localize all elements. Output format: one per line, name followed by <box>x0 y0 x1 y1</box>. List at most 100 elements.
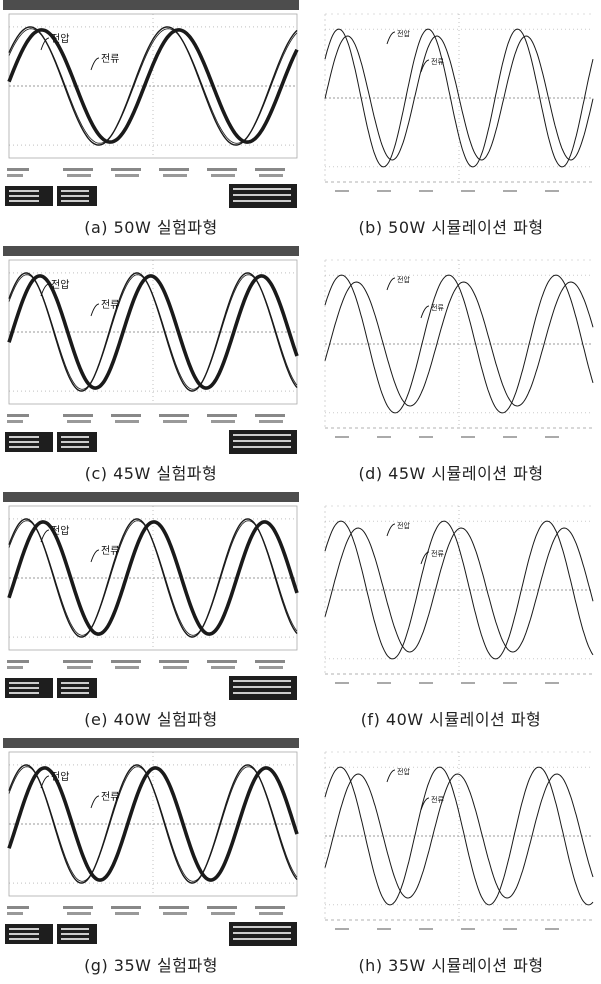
scope-measurements <box>7 906 285 915</box>
measure-text <box>207 906 237 909</box>
measure-text <box>255 660 285 663</box>
scope-measurements <box>7 660 285 669</box>
footer-text <box>61 692 89 694</box>
measure-value <box>163 912 187 915</box>
measure-text <box>159 414 189 417</box>
current-wave <box>7 28 299 144</box>
footer-text <box>9 687 39 689</box>
measure-value <box>67 666 91 669</box>
voltage-wave <box>8 764 298 884</box>
footer-text <box>61 928 89 930</box>
measure-text <box>63 414 93 417</box>
current-leader <box>420 305 430 319</box>
voltage-wave <box>8 518 298 638</box>
waveform-panel-g: 전압 전류 <box>3 738 299 948</box>
footer-text <box>61 436 89 438</box>
scope-header <box>3 0 299 10</box>
waveform-panel-c: 전압 전류 <box>3 246 299 456</box>
footer-text <box>9 692 39 694</box>
waveform-panel-a: 전압 전류 <box>3 0 299 210</box>
measure-text <box>207 414 237 417</box>
scope-measurements <box>7 414 285 423</box>
voltage-label: 전압 <box>51 32 69 45</box>
caption-g: (g) 35W 실험파형 <box>84 956 218 975</box>
axis-tick-label <box>419 682 433 684</box>
footer-text <box>9 195 39 197</box>
axis-tick-label <box>503 928 517 930</box>
measure-text <box>255 906 285 909</box>
axis-tick-label <box>377 682 391 684</box>
measure-text <box>207 168 237 171</box>
current-leader <box>90 795 100 809</box>
caption-d: (d) 45W 시뮬레이션 파형 <box>358 464 544 483</box>
measure-value <box>163 420 187 423</box>
grid <box>325 752 593 920</box>
measure-value <box>67 912 91 915</box>
measure-label <box>7 420 23 423</box>
measure-value <box>259 666 283 669</box>
footer-text <box>233 194 291 196</box>
measure-value <box>211 912 235 915</box>
caption-e: (e) 40W 실험파형 <box>84 710 218 729</box>
current-label: 전류 <box>431 303 444 312</box>
axis-tick-label <box>461 190 475 192</box>
voltage-leader <box>40 283 50 297</box>
current-label: 전류 <box>431 795 444 804</box>
measure-text <box>111 168 141 171</box>
footer-text <box>9 938 39 940</box>
measure-label <box>7 168 29 171</box>
current-leader <box>90 57 100 71</box>
voltage-label: 전압 <box>51 524 69 537</box>
scope-header <box>3 738 299 748</box>
grid <box>325 506 593 674</box>
axis-tick-label <box>335 190 349 192</box>
measure-value <box>163 174 187 177</box>
current-leader <box>90 303 100 317</box>
footer-text <box>233 200 291 202</box>
measure-text <box>111 660 141 663</box>
voltage-wave <box>324 274 594 414</box>
measure-label <box>7 906 29 909</box>
measure-value <box>259 420 283 423</box>
measure-text <box>63 168 93 171</box>
measure-text <box>255 168 285 171</box>
current-wave <box>7 766 299 882</box>
waveform-panel-d: 전압 전류 <box>303 246 599 456</box>
current-label: 전류 <box>101 299 119 311</box>
voltage-wave <box>324 766 594 906</box>
footer-text <box>233 440 291 442</box>
axis-tick-label <box>545 436 559 438</box>
caption-b: (b) 50W 시뮬레이션 파형 <box>358 218 544 237</box>
current-wave <box>324 281 594 407</box>
current-wave <box>7 520 299 636</box>
footer-text <box>9 200 39 202</box>
footer-text <box>233 446 291 448</box>
voltage-leader <box>386 769 396 783</box>
voltage-leader <box>386 523 396 537</box>
measure-value <box>115 174 139 177</box>
caption-f: (f) 40W 시뮬레이션 파형 <box>360 710 542 729</box>
waveform-panel-b: 전압 전류 <box>303 0 599 210</box>
footer-text <box>61 200 89 202</box>
axis-tick-label <box>545 190 559 192</box>
footer-text <box>61 446 89 448</box>
voltage-label: 전압 <box>51 770 69 783</box>
measure-text <box>63 906 93 909</box>
footer-text <box>233 680 291 682</box>
measure-value <box>115 912 139 915</box>
measure-value <box>211 420 235 423</box>
measure-text <box>159 660 189 663</box>
axis-tick-label <box>503 682 517 684</box>
axis-tick-label <box>545 682 559 684</box>
axis-tick-label <box>545 928 559 930</box>
footer-text <box>233 932 291 934</box>
axis-tick-label <box>377 928 391 930</box>
voltage-leader <box>40 529 50 543</box>
measure-value <box>67 420 91 423</box>
caption-c: (c) 45W 실험파형 <box>84 464 218 483</box>
measure-text <box>207 660 237 663</box>
measure-label <box>7 414 29 417</box>
